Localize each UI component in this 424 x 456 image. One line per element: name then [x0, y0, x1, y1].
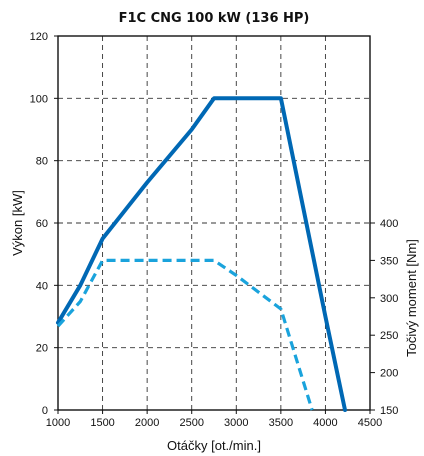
power-line: [56, 96, 347, 412]
y-right-tick-label-400: 400: [380, 218, 398, 230]
y-left-tick-label-0: 0: [42, 405, 48, 417]
x-tick-label-2500: 2500: [179, 417, 203, 429]
x-tick-label-3000: 3000: [224, 417, 248, 429]
grid-lines: [58, 36, 370, 410]
y-left-tick-label-20: 20: [36, 343, 48, 355]
y-right-tick-label-350: 350: [380, 255, 398, 267]
y-right-tick-label-200: 200: [380, 368, 398, 380]
y-right-tick-label-300: 300: [380, 293, 398, 305]
x-tick-label-1000: 1000: [46, 417, 70, 429]
series-group: [56, 96, 347, 412]
x-axis-label: Otáčky [ot./min.]: [167, 438, 261, 453]
x-tick-label-2000: 2000: [135, 417, 159, 429]
torque-line: [56, 258, 314, 411]
axis-ticks: 1000 1500 2000 2500 3000 3500 4000 4500 0 20 40 60 8…: [30, 31, 399, 429]
y-axis-label-left: Výkon [kW]: [10, 190, 25, 256]
y-axis-label-right: Točivý moment [Nm]: [404, 239, 419, 357]
y-left-tick-label-80: 80: [36, 156, 48, 168]
x-tick-label-4000: 4000: [313, 417, 337, 429]
y-left-tick-label-120: 120: [30, 31, 48, 43]
x-tick-label-3500: 3500: [269, 417, 293, 429]
chart-title: F1C CNG 100 kW (136 HP): [119, 11, 310, 26]
x-tick-label-1500: 1500: [90, 417, 114, 429]
y-left-tick-label-100: 100: [30, 93, 48, 105]
x-tick-label-4500: 4500: [358, 417, 382, 429]
y-left-tick-label-60: 60: [36, 218, 48, 230]
y-right-tick-label-150: 150: [380, 405, 398, 417]
y-right-tick-label-250: 250: [380, 330, 398, 342]
y-left-tick-label-40: 40: [36, 280, 48, 292]
